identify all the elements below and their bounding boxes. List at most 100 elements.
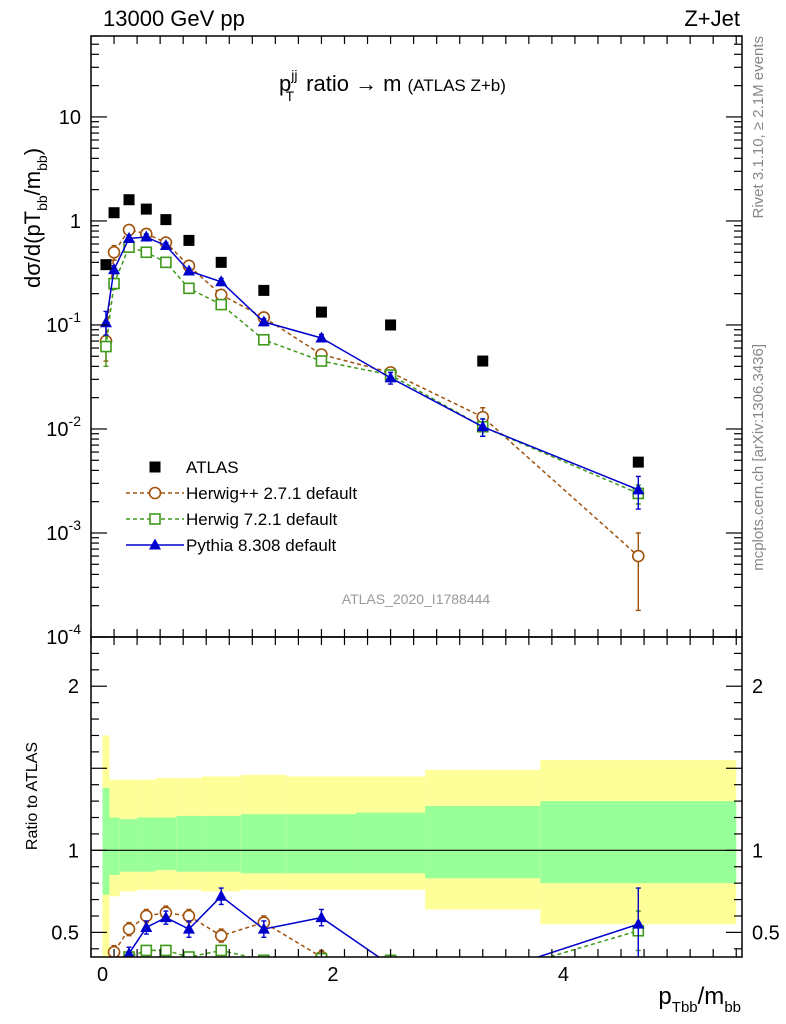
ratio-point (140, 909, 153, 923)
data-point (315, 331, 328, 343)
ratio-error-bar (480, 970, 485, 983)
y-tick-label: 10-1 (46, 309, 81, 337)
data-point (632, 456, 644, 468)
ratio-error-bar (112, 975, 117, 985)
uncertainty-band-inner (137, 817, 156, 872)
data-point (214, 288, 228, 302)
data-point (385, 319, 397, 331)
data-point (160, 214, 172, 226)
main-x-ticks (90, 36, 737, 637)
data-point (123, 231, 136, 243)
ratio-y-tick-label-right: 2 (752, 676, 763, 698)
data-point (215, 275, 228, 287)
data-point (100, 259, 112, 271)
uncertainty-band-inner (155, 817, 177, 871)
data-point (100, 340, 112, 353)
ratio-point (633, 989, 644, 1000)
data-point (183, 282, 195, 295)
ratio-point (160, 944, 172, 957)
mcplots-label: mcplots.cern.ch [arXiv:1306.3436] (750, 344, 767, 571)
legend-marker (148, 486, 162, 500)
uncertainty-band-inner (540, 801, 737, 884)
ratio-y-tick-label: 1 (68, 840, 79, 862)
data-point (107, 245, 121, 259)
data-point (632, 483, 645, 495)
main-panel: 10-4 10-3 10-2 10-1 1 10 (46, 35, 743, 649)
header-left: 13000 GeV pp (103, 6, 245, 31)
uncertainty-band-inner (356, 812, 426, 874)
data-point (140, 230, 153, 242)
ratio-y-tick-label-right: 1 (752, 840, 763, 862)
ratio-y-tick-label: 2 (68, 676, 79, 698)
ratio-error-bar (480, 959, 485, 975)
uncertainty-band-inner (201, 815, 241, 872)
ratio-point (108, 962, 120, 973)
ratio-point (122, 922, 136, 936)
x-tick-label: 4 (558, 964, 569, 986)
legend-entry-herwig-7-2-1-default: Herwig 7.2.1 default (126, 510, 337, 529)
data-point (108, 263, 121, 275)
data-point (257, 315, 270, 327)
ratio-ylabel: Ratio to ATLAS (24, 742, 41, 850)
data-point (123, 194, 135, 206)
ratio-point (214, 929, 228, 942)
uncertainty-band-inner (119, 819, 138, 872)
ratio-point (109, 975, 119, 985)
legend-label: Herwig++ 2.7.1 default (186, 484, 357, 503)
x-axis-label: pTbb/mbb (658, 983, 741, 1016)
data-point (108, 277, 120, 290)
plot-title: pjj T ratio → m (ATLAS Z+b) (279, 67, 506, 104)
ratio-point (182, 922, 195, 934)
data-point (384, 371, 397, 383)
header-right: Z+Jet (684, 6, 740, 31)
ratio-frame (90, 636, 743, 958)
legend-entry-herwig-2-7-1-default: Herwig++ 2.7.1 default (126, 484, 357, 503)
uncertainty-band-inner (286, 814, 357, 874)
ratio-x-ticks: 0 2 4 (90, 637, 737, 986)
ratio-point (140, 920, 153, 932)
data-point (215, 298, 227, 311)
uncertainty-band-inner (240, 814, 287, 874)
ratio-y-ticks: 0.5 0.5 1 1 2 2 (51, 652, 780, 950)
ratio-error-bar (388, 959, 393, 972)
data-point (258, 284, 270, 296)
y-tick-label: 10-4 (46, 621, 81, 649)
ratio-error-bar (480, 967, 485, 983)
ratio-series-pythia-8-308-default (108, 887, 645, 983)
ratio-point (123, 947, 135, 957)
ratio-point (183, 951, 195, 957)
data-point (258, 334, 270, 346)
data-point (183, 234, 195, 246)
x-tick-label: 2 (327, 964, 338, 986)
x-tick-label: 0 (97, 964, 108, 986)
rivet-label: Rivet 3.1.10, ≥ 2.1M events (750, 36, 767, 219)
ratio-series-herwig-2-7-1-default (107, 905, 644, 1007)
data-point (477, 355, 489, 367)
legend-label: ATLAS (186, 458, 239, 477)
uncertainty-band-inner (102, 787, 110, 895)
ratio-error-bar (388, 959, 393, 972)
ratio-point (140, 944, 153, 957)
data-point (159, 239, 172, 251)
ratio-point (315, 911, 328, 923)
series-herwig-7-2-1-default (100, 241, 645, 505)
ratio-error-bar (636, 982, 641, 1007)
legend-label: Herwig 7.2.1 default (186, 510, 337, 529)
data-point (632, 549, 645, 563)
analysis-watermark: ATLAS_2020_I1788444 (342, 591, 491, 607)
ratio-point (477, 969, 489, 980)
series-line (105, 229, 639, 557)
series-pythia-8-308-default (99, 230, 645, 510)
y-tick-label: 10-3 (46, 517, 81, 545)
ratio-point (257, 922, 270, 934)
uncertainty-band-inner (425, 806, 541, 879)
ratio-point (215, 944, 227, 957)
series-line (105, 236, 639, 491)
data-point (182, 264, 195, 276)
data-point (160, 256, 172, 269)
data-point (108, 207, 120, 219)
ratio-point (478, 972, 488, 982)
ratio-point (182, 909, 196, 923)
legend-marker (149, 513, 161, 525)
